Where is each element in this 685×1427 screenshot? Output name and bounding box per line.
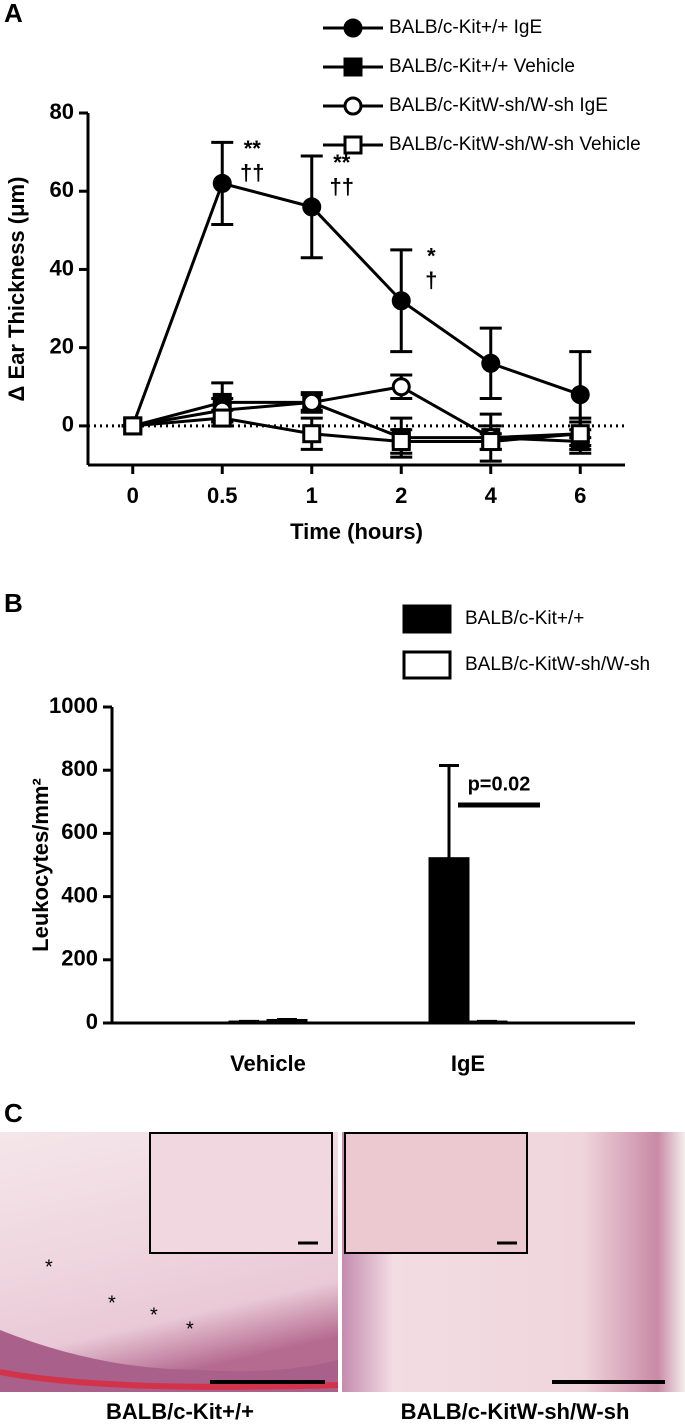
panel-label: A xyxy=(4,0,23,28)
x-tick-label: 4 xyxy=(485,483,498,508)
x-axis-label: Time (hours) xyxy=(290,519,423,544)
marker xyxy=(343,18,363,38)
legend-label: BALB/c-Kit+/+ xyxy=(465,608,584,629)
marker xyxy=(391,432,411,452)
significance-label: p=0.02 xyxy=(468,773,531,795)
series-line xyxy=(131,181,581,427)
histology-right xyxy=(342,1132,685,1392)
asterisk: * xyxy=(108,1292,116,1314)
image-caption: BALB/c-Kit+/+ xyxy=(106,1399,254,1424)
x-tick-label: IgE xyxy=(451,1051,485,1076)
y-axis-label: Leukocytes/mm² xyxy=(28,778,53,952)
marker xyxy=(343,57,363,77)
marker xyxy=(343,96,363,116)
significance-mark: † xyxy=(425,268,437,293)
y-tick-label: 60 xyxy=(50,177,74,202)
y-tick-label: 20 xyxy=(50,333,74,358)
x-tick-label: Vehicle xyxy=(230,1051,306,1076)
asterisk: * xyxy=(186,1318,194,1340)
legend-swatch xyxy=(402,604,452,634)
marker xyxy=(481,432,501,452)
y-tick-label: 0 xyxy=(86,1009,98,1034)
inset xyxy=(149,1132,333,1254)
legend-label: BALB/c-Kit+/+ Vehicle xyxy=(389,56,575,77)
x-tick-label: 2 xyxy=(395,483,407,508)
x-tick-label: 0 xyxy=(127,483,139,508)
y-tick-label: 400 xyxy=(61,882,98,907)
legend-label: BALB/c-KitW-sh/W-sh IgE xyxy=(389,95,608,116)
y-tick-label: 1000 xyxy=(49,693,98,718)
significance-mark: ** xyxy=(333,150,351,175)
x-tick-label: 6 xyxy=(574,483,586,508)
significance-mark: †† xyxy=(330,174,354,199)
y-tick-label: 40 xyxy=(50,255,74,280)
significance-mark: ** xyxy=(244,136,262,161)
significance-mark: * xyxy=(427,244,436,269)
y-axis-label: Δ Ear Thickness (μm) xyxy=(4,177,29,402)
legend-swatch xyxy=(402,650,452,680)
legend-label: BALB/c-KitW-sh/W-sh Vehicle xyxy=(389,134,641,155)
x-tick-label: 0.5 xyxy=(207,483,238,508)
series-line xyxy=(132,385,581,440)
error-bar xyxy=(439,763,459,859)
image-caption: BALB/c-KitW-sh/W-sh xyxy=(401,1399,630,1424)
marker xyxy=(302,424,322,444)
legend-label: BALB/c-Kit+/+ IgE xyxy=(389,17,542,38)
marker xyxy=(302,197,322,217)
y-tick-label: 800 xyxy=(61,756,98,781)
marker xyxy=(481,353,501,373)
y-tick-label: 600 xyxy=(61,819,98,844)
stratum xyxy=(0,1369,339,1390)
y-tick-label: 200 xyxy=(61,946,98,971)
y-tick-label: 80 xyxy=(50,99,74,124)
marker xyxy=(391,377,411,397)
legend-label: BALB/c-KitW-sh/W-sh xyxy=(465,654,650,675)
series-line xyxy=(132,416,581,444)
inset xyxy=(344,1132,528,1254)
histology-left: * * * * xyxy=(0,1132,339,1392)
marker xyxy=(343,135,363,155)
panel-label: B xyxy=(4,588,23,618)
marker xyxy=(570,385,590,405)
marker xyxy=(391,291,411,311)
y-tick-label: 0 xyxy=(62,412,74,437)
marker xyxy=(123,416,143,436)
asterisk: * xyxy=(45,1256,53,1278)
x-tick-label: 1 xyxy=(306,483,318,508)
marker xyxy=(570,424,590,444)
significance-mark: †† xyxy=(240,160,264,185)
asterisk: * xyxy=(150,1304,158,1326)
epidermis xyxy=(0,1330,338,1392)
marker xyxy=(212,173,232,193)
bar xyxy=(428,857,470,1025)
marker xyxy=(212,408,232,428)
marker xyxy=(302,392,322,412)
panel-label: C xyxy=(4,1098,23,1128)
